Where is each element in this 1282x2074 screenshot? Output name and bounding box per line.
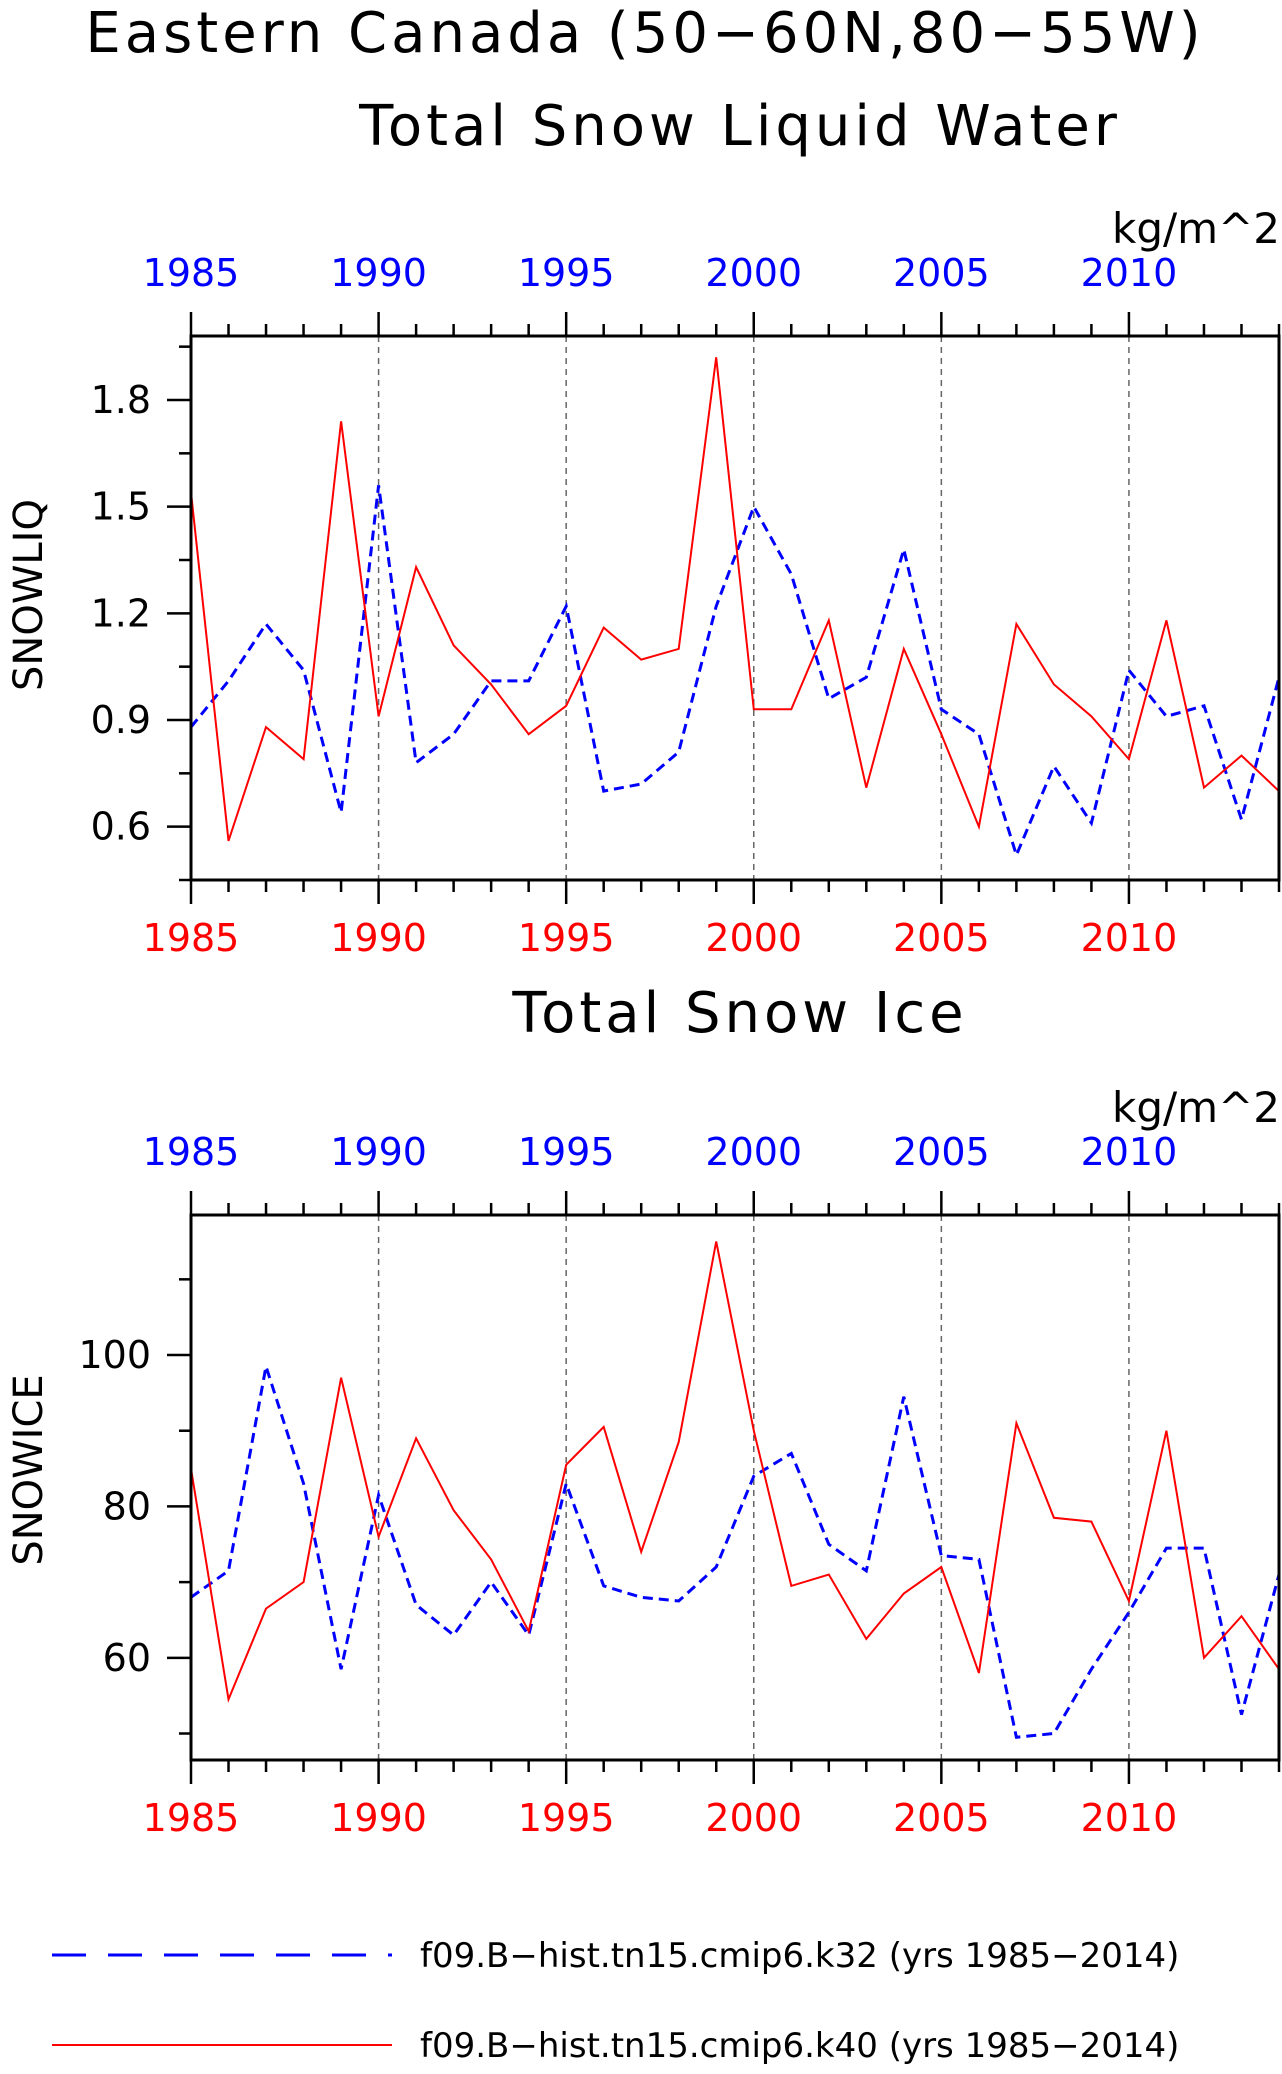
- x-tick-label-bottom: 2000: [705, 916, 802, 960]
- panel-snowliq: Total Snow Liquid Water kg/m^2 SNOWLIQ 1…: [6, 94, 1281, 960]
- page-title: Eastern Canada (50−60N,80−55W): [85, 1, 1204, 66]
- series-line-k40: [190, 357, 1280, 842]
- panel-snowice: Total Snow Ice kg/m^2 SNOWICE 1985198519…: [6, 981, 1281, 1840]
- x-tick-label-top: 2010: [1081, 251, 1178, 295]
- y-axis-label: SNOWICE: [6, 1374, 52, 1565]
- legend-label-k40: f09.B−hist.tn15.cmip6.k40 (yrs 1985−2014…: [420, 2026, 1179, 2066]
- x-tick-label-bottom: 2010: [1081, 1796, 1178, 1840]
- x-tick-label-bottom: 1995: [518, 916, 615, 960]
- plot-frame: [189, 1213, 1281, 1762]
- units-label: kg/m^2: [1112, 204, 1280, 253]
- x-tick-label-bottom: 2005: [893, 916, 990, 960]
- panel-title: Total Snow Ice: [511, 981, 967, 1046]
- plot-frame: [189, 334, 1281, 882]
- legend-label-k32: f09.B−hist.tn15.cmip6.k32 (yrs 1985−2014…: [420, 1936, 1179, 1976]
- y-axis-label: SNOWLIQ: [6, 499, 52, 691]
- x-tick-label-top: 1990: [330, 1130, 427, 1174]
- x-tick-label-bottom: 1990: [330, 1796, 427, 1840]
- x-tick-label-top: 2000: [705, 251, 802, 295]
- plot-area: 1985 1985 1990 1990 1995 1995 2000 2000 2005 2005…: [91, 251, 1281, 960]
- x-tick-label-top: 2010: [1081, 1130, 1178, 1174]
- x-tick-label-bottom: 1985: [143, 1796, 240, 1840]
- x-tick-label-bottom: 2010: [1081, 916, 1178, 960]
- panel-title: Total Snow Liquid Water: [358, 94, 1121, 159]
- x-tick-label-bottom: 2000: [705, 1796, 802, 1840]
- x-tick-label-top: 2005: [893, 251, 990, 295]
- series-line-k40: [190, 1241, 1280, 1704]
- x-tick-label-top: 1990: [330, 251, 427, 295]
- units-label: kg/m^2: [1112, 1083, 1280, 1132]
- legend: f09.B−hist.tn15.cmip6.k32 (yrs 1985−2014…: [52, 1936, 1179, 2066]
- y-tick-label: 60: [103, 1636, 151, 1680]
- y-tick-label: 0.6: [91, 805, 151, 849]
- x-tick-label-bottom: 2005: [893, 1796, 990, 1840]
- y-tick-label: 1.2: [91, 591, 151, 635]
- x-tick-label-top: 1985: [143, 251, 240, 295]
- x-tick-label-top: 2000: [705, 1130, 802, 1174]
- x-tick-label-bottom: 1990: [330, 916, 427, 960]
- series-line-k32: [190, 1365, 1281, 1739]
- x-tick-label-top: 1985: [143, 1130, 240, 1174]
- y-tick-label: 100: [78, 1333, 151, 1377]
- x-tick-label-top: 1995: [518, 1130, 615, 1174]
- x-tick-label-bottom: 1995: [518, 1796, 615, 1840]
- x-tick-label-top: 1995: [518, 251, 615, 295]
- y-tick-label: 80: [103, 1484, 151, 1528]
- x-tick-label-bottom: 1985: [143, 916, 240, 960]
- y-tick-label: 1.8: [91, 378, 151, 422]
- y-tick-label: 0.9: [91, 698, 151, 742]
- series-line-k32: [189, 485, 1281, 860]
- x-tick-label-top: 2005: [893, 1130, 990, 1174]
- plot-area: 1985 1985 1990 1990 1995 1995 2000 2000 2005 2005…: [78, 1130, 1281, 1840]
- y-tick-label: 1.5: [91, 485, 151, 529]
